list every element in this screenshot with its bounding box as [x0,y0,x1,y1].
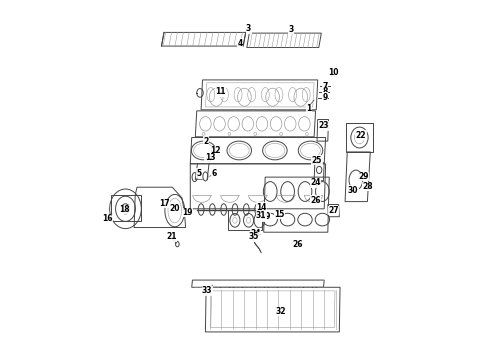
Text: 16: 16 [102,214,113,223]
Text: 18: 18 [119,205,130,214]
Text: 25: 25 [312,156,322,165]
Text: 2: 2 [203,136,209,145]
Text: 8: 8 [322,87,328,96]
Text: 10: 10 [328,68,339,77]
Text: 19: 19 [260,212,270,221]
Text: 6: 6 [212,168,217,177]
Text: 11: 11 [215,87,226,96]
Text: 33: 33 [202,287,213,295]
Text: 7: 7 [322,82,328,91]
Text: 26: 26 [292,240,302,248]
Text: 21: 21 [166,233,176,241]
Text: 28: 28 [363,182,373,191]
Text: 19: 19 [182,208,193,217]
Text: 31: 31 [256,211,267,220]
Text: 13: 13 [205,153,215,162]
Text: 1: 1 [306,104,312,113]
Text: 3: 3 [246,24,251,33]
Text: 34: 34 [250,229,261,238]
Text: 15: 15 [274,210,284,219]
Text: 23: 23 [318,122,329,130]
Text: 26: 26 [310,196,321,204]
Text: 5: 5 [196,168,201,177]
Text: 9: 9 [322,93,328,102]
Text: 32: 32 [275,307,286,316]
Text: 12: 12 [210,146,221,155]
Text: 30: 30 [348,186,358,194]
Text: 17: 17 [159,199,170,208]
Text: 27: 27 [328,206,339,215]
Text: 24: 24 [310,178,320,187]
Text: 4: 4 [237,39,243,48]
Text: 22: 22 [356,130,366,139]
Text: 3: 3 [289,25,294,34]
Text: 14: 14 [256,202,267,211]
Text: 35: 35 [249,233,259,241]
Text: 20: 20 [170,204,180,212]
Text: 29: 29 [359,172,369,181]
